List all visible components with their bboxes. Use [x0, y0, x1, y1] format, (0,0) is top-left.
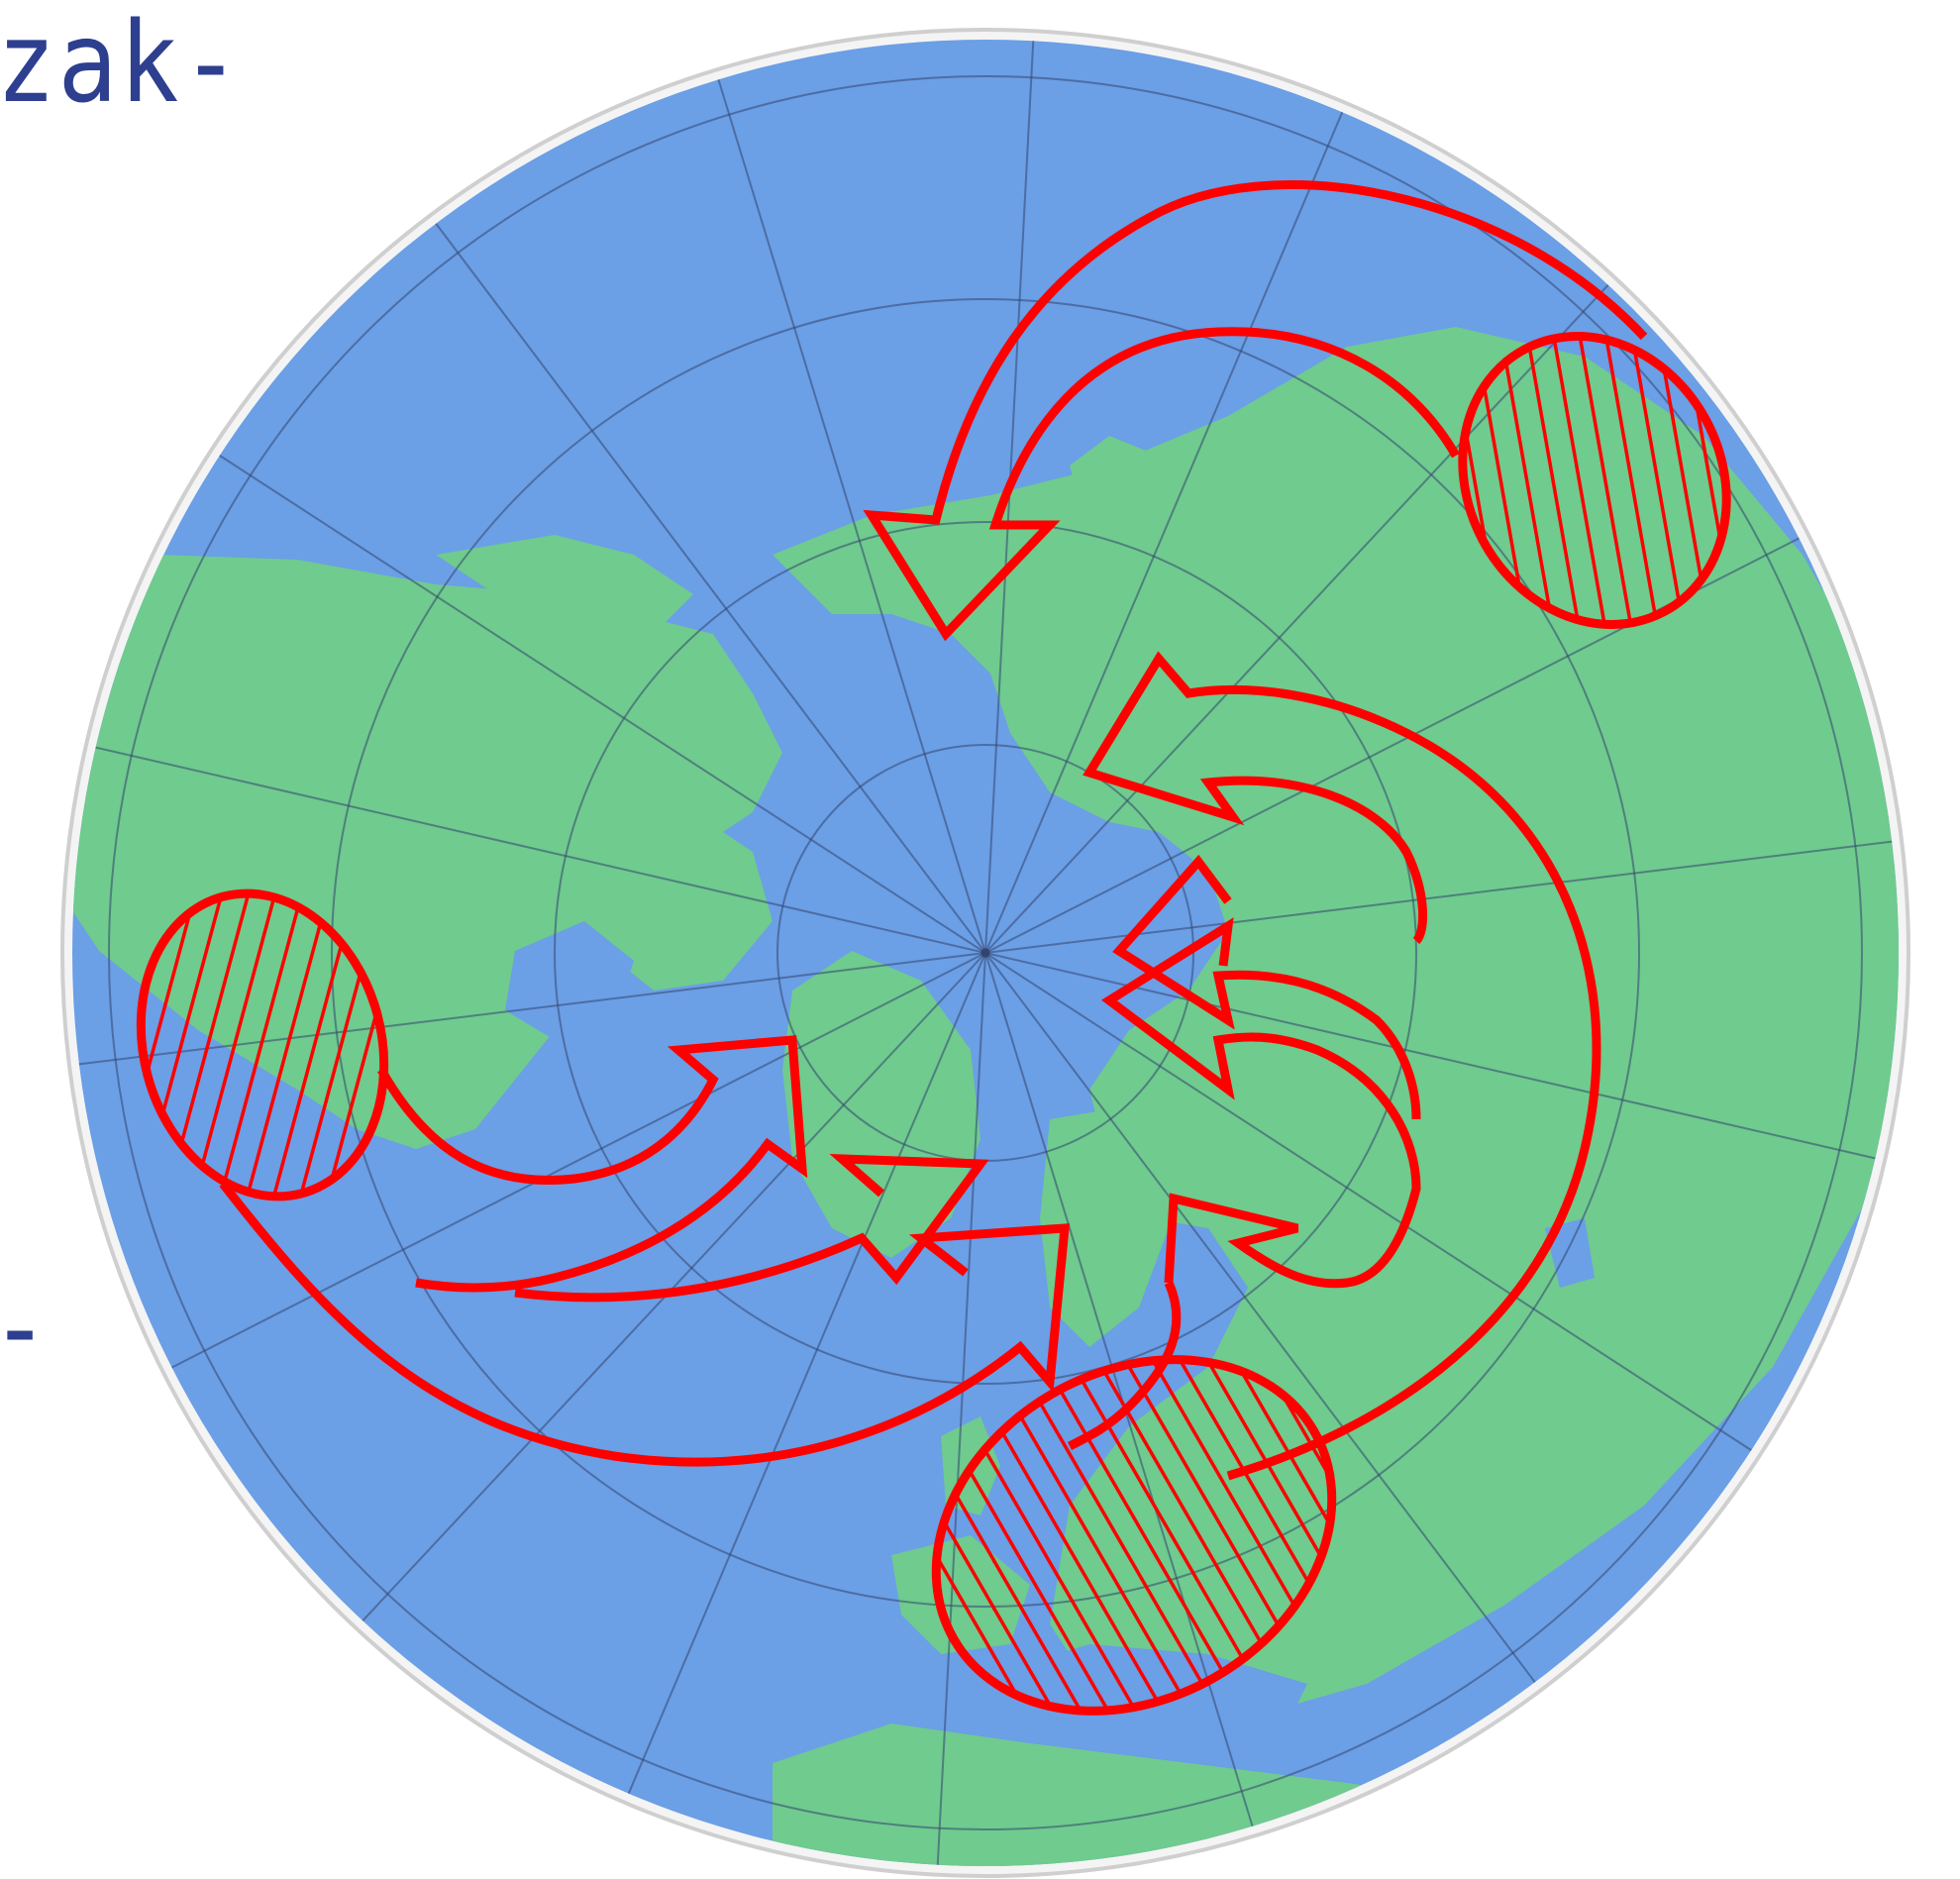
- hatched-region-europe: [931, 1355, 1337, 1716]
- latitude-circle: [108, 75, 1863, 1830]
- text-fragment-top: zak-: [0, 0, 243, 128]
- meridian-line: [624, 952, 986, 1802]
- latitude-circle: [554, 521, 1417, 1385]
- hatched-region-north-america: [136, 888, 389, 1201]
- north-pole-dot: [980, 948, 990, 958]
- meridian-line: [984, 952, 1759, 1456]
- arrow-north-america-middle: [514, 1154, 989, 1303]
- land-scandinavia: [1040, 1109, 1169, 1347]
- text-fragment-left: -: [0, 1272, 50, 1384]
- hatched-region-east-asia: [1458, 332, 1731, 629]
- meridian-line: [984, 104, 1347, 954]
- arrow-north-america-upper: [377, 1035, 808, 1293]
- meridian-line: [430, 216, 986, 954]
- meridian-line: [87, 744, 986, 954]
- hudson-bay: [505, 921, 634, 1040]
- meridian-line: [212, 450, 986, 954]
- land-novaya-zemlya: [1070, 436, 1159, 535]
- land-greenland: [782, 951, 980, 1258]
- meridian-line: [163, 952, 986, 1373]
- land-eurasia: [773, 327, 1899, 1723]
- meridian-line: [936, 952, 986, 1866]
- land-alaska: [436, 535, 693, 634]
- arrow-europe-large-loop: [1083, 651, 1601, 1481]
- arrow-europe-short: [1101, 917, 1421, 1289]
- land-arctic-islands: [604, 812, 773, 991]
- meridian-line: [715, 71, 986, 954]
- arrow-europe-northward: [1067, 1281, 1182, 1451]
- flow-arrows: [136, 180, 1731, 1716]
- arrow-east-asia-outer: [863, 180, 1648, 642]
- arrow-inner-chevron: [1112, 854, 1421, 1120]
- meridian-line: [984, 952, 1541, 1690]
- arrow-north-america-lower: [219, 1181, 1070, 1467]
